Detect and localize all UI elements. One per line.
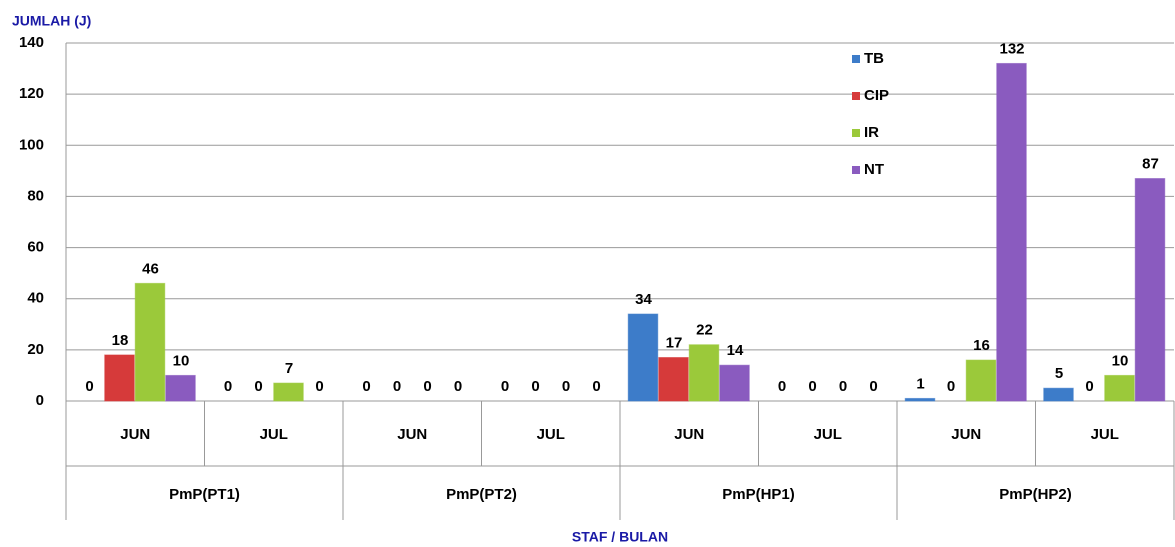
bar xyxy=(1043,387,1074,402)
legend-swatch xyxy=(852,55,860,63)
bar xyxy=(627,313,659,402)
data-label: 0 xyxy=(454,378,462,395)
data-label: 0 xyxy=(869,378,877,395)
data-label: 0 xyxy=(778,378,786,395)
bar xyxy=(965,359,997,402)
data-label: 87 xyxy=(1142,155,1159,172)
group-label: PmP(HP1) xyxy=(722,486,795,503)
data-label: 10 xyxy=(173,352,190,369)
y-tick-label: 140 xyxy=(19,34,44,51)
data-label: 7 xyxy=(285,360,293,377)
group-label: PmP(PT1) xyxy=(169,486,240,503)
data-label: 0 xyxy=(85,378,93,395)
bar xyxy=(104,354,135,402)
data-label: 0 xyxy=(562,378,570,395)
x-tick-label: JUL xyxy=(814,426,842,443)
bar xyxy=(904,397,936,402)
data-label: 0 xyxy=(254,378,262,395)
legend-label: CIP xyxy=(864,87,889,104)
data-label: 0 xyxy=(808,378,816,395)
data-label: 0 xyxy=(592,378,600,395)
legend-swatch xyxy=(852,166,860,174)
x-tick-label: JUL xyxy=(1091,426,1119,443)
data-label: 0 xyxy=(947,378,955,395)
bar xyxy=(1134,178,1166,402)
y-tick-label: 120 xyxy=(19,85,44,102)
x-tick-label: JUN xyxy=(397,426,427,443)
data-label: 34 xyxy=(635,291,652,308)
y-tick-label: 20 xyxy=(27,341,44,358)
data-label: 22 xyxy=(696,322,713,339)
data-label: 0 xyxy=(531,378,539,395)
bar xyxy=(273,382,304,402)
y-tick-label: 60 xyxy=(27,239,44,256)
data-label: 16 xyxy=(973,337,990,354)
bar xyxy=(996,62,1027,402)
y-axis-title: JUMLAH (J) xyxy=(12,13,91,29)
legend-label: NT xyxy=(864,161,884,178)
data-label: 14 xyxy=(727,342,744,359)
y-tick-label: 0 xyxy=(36,392,44,409)
legend-swatch xyxy=(852,92,860,100)
y-tick-label: 80 xyxy=(27,187,44,204)
legend-label: TB xyxy=(864,50,884,67)
bar xyxy=(165,374,196,402)
x-axis-title: STAF / BULAN xyxy=(572,529,668,545)
data-label: 10 xyxy=(1112,352,1129,369)
bar xyxy=(719,364,750,402)
data-label: 132 xyxy=(999,40,1024,57)
y-tick-label: 100 xyxy=(19,136,44,153)
data-label: 17 xyxy=(666,334,683,351)
bar xyxy=(1104,374,1135,402)
data-label: 0 xyxy=(393,378,401,395)
data-label: 46 xyxy=(142,260,159,277)
bar xyxy=(688,344,720,402)
legend-swatch xyxy=(852,129,860,137)
group-label: PmP(PT2) xyxy=(446,486,517,503)
x-tick-label: JUN xyxy=(951,426,981,443)
bar xyxy=(658,357,689,402)
data-label: 0 xyxy=(501,378,509,395)
group-label: PmP(HP2) xyxy=(999,486,1072,503)
y-tick-label: 40 xyxy=(27,290,44,307)
x-tick-label: JUL xyxy=(537,426,565,443)
data-label: 0 xyxy=(224,378,232,395)
bar xyxy=(134,282,166,402)
x-tick-label: JUN xyxy=(674,426,704,443)
data-label: 0 xyxy=(1085,378,1093,395)
data-label: 5 xyxy=(1055,365,1063,382)
data-label: 0 xyxy=(362,378,370,395)
x-tick-label: JUL xyxy=(260,426,288,443)
legend-label: IR xyxy=(864,124,879,141)
data-label: 0 xyxy=(423,378,431,395)
data-label: 0 xyxy=(315,378,323,395)
data-label: 0 xyxy=(839,378,847,395)
x-tick-label: JUN xyxy=(120,426,150,443)
data-label: 1 xyxy=(916,375,924,392)
data-label: 18 xyxy=(112,332,129,349)
